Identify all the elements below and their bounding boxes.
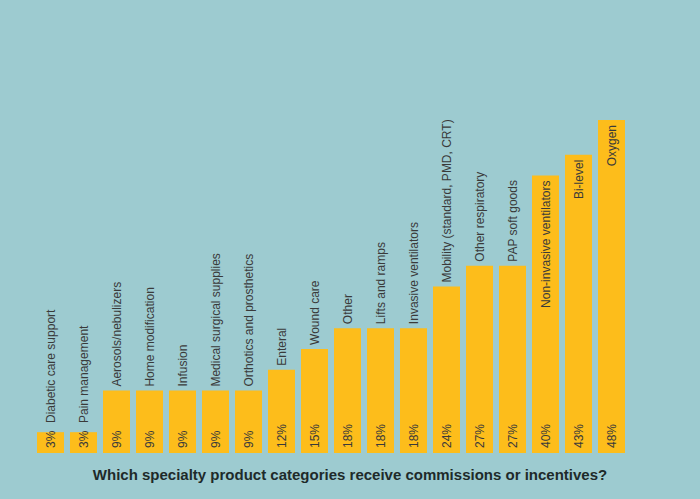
svg-text:12%: 12% xyxy=(275,424,289,448)
svg-text:Oxygen: Oxygen xyxy=(605,125,619,166)
svg-text:Orthotics and prosthetics: Orthotics and prosthetics xyxy=(242,254,256,387)
svg-text:Lifts and ramps: Lifts and ramps xyxy=(374,242,388,324)
svg-text:Infusion: Infusion xyxy=(176,345,190,387)
svg-text:43%: 43% xyxy=(572,424,586,448)
svg-text:27%: 27% xyxy=(506,424,520,448)
svg-text:Enteral: Enteral xyxy=(275,328,289,366)
svg-text:18%: 18% xyxy=(407,424,421,448)
svg-text:Pain management: Pain management xyxy=(77,325,91,423)
svg-text:15%: 15% xyxy=(308,424,322,448)
svg-text:48%: 48% xyxy=(605,424,619,448)
svg-text:9%: 9% xyxy=(143,430,157,448)
svg-text:27%: 27% xyxy=(473,424,487,448)
svg-text:18%: 18% xyxy=(341,424,355,448)
svg-text:18%: 18% xyxy=(374,424,388,448)
svg-text:Aerosols/nebulizers: Aerosols/nebulizers xyxy=(110,282,124,387)
svg-text:Bi-level: Bi-level xyxy=(572,160,586,199)
svg-text:9%: 9% xyxy=(209,430,223,448)
svg-text:9%: 9% xyxy=(176,430,190,448)
svg-text:PAP soft goods: PAP soft goods xyxy=(506,180,520,262)
svg-text:Medical surgical supplies: Medical surgical supplies xyxy=(209,253,223,386)
svg-text:Wound care: Wound care xyxy=(308,280,322,345)
svg-text:Home modification: Home modification xyxy=(143,287,157,386)
svg-text:Diabetic care support: Diabetic care support xyxy=(44,309,58,423)
svg-text:Invasive ventilators: Invasive ventilators xyxy=(407,222,421,324)
svg-text:Other respiratory: Other respiratory xyxy=(473,172,487,262)
svg-text:Other: Other xyxy=(341,294,355,324)
svg-text:Non-invasive ventilators: Non-invasive ventilators xyxy=(539,181,553,308)
svg-text:9%: 9% xyxy=(110,430,124,448)
svg-text:9%: 9% xyxy=(242,430,256,448)
svg-text:40%: 40% xyxy=(539,424,553,448)
svg-text:3%: 3% xyxy=(44,430,58,448)
svg-text:3%: 3% xyxy=(77,430,91,448)
html-text:Which specialty product catego: Which specialty product categories recei… xyxy=(92,466,608,483)
svg-text:24%: 24% xyxy=(440,424,454,448)
svg-text:Mobility (standard, PMD, CRT): Mobility (standard, PMD, CRT) xyxy=(440,119,454,282)
